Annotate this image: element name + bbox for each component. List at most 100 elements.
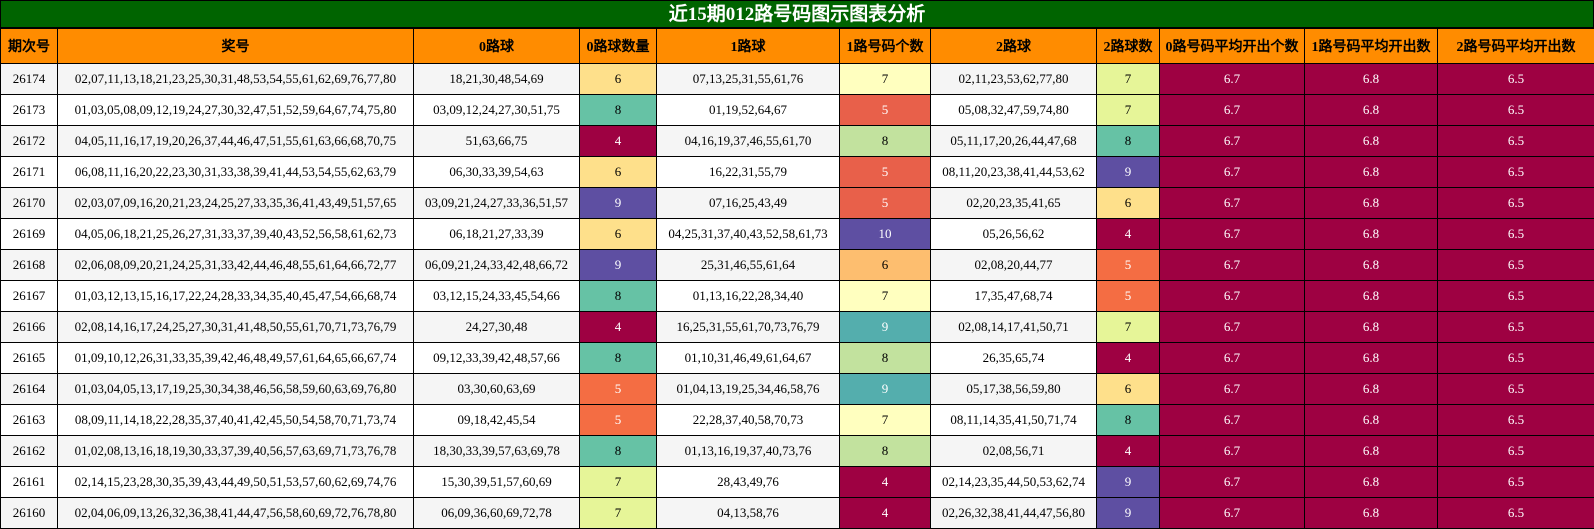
route2-count-cell: 7 [1096,311,1160,343]
route2-average-cell: 6.5 [1437,156,1594,188]
route0-count-cell: 8 [579,94,657,126]
route0-average-cell: 6.7 [1159,435,1305,467]
route2-count-cell: 4 [1096,435,1160,467]
route1-average-cell: 6.8 [1304,187,1438,219]
route0-balls-cell: 03,30,60,63,69 [413,373,580,405]
route2-average-cell: 6.5 [1437,373,1594,405]
numbers-cell: 02,07,11,13,18,21,23,25,30,31,48,53,54,5… [57,63,414,95]
route1-count-cell: 7 [839,404,931,436]
numbers-cell: 01,03,05,08,09,12,19,24,27,30,32,47,51,5… [57,94,414,126]
table-row: 26172 04,05,11,16,17,19,20,26,37,44,46,47… [0,125,1594,157]
route0-count-cell: 4 [579,311,657,343]
route1-count-cell: 4 [839,497,931,529]
route1-count-cell: 10 [839,218,931,250]
route0-count-cell: 5 [579,404,657,436]
numbers-cell: 02,14,15,23,28,30,35,39,43,44,49,50,51,5… [57,466,414,498]
route0-count-cell: 7 [579,497,657,529]
column-header: 0路球 [413,28,580,64]
table-row: 26167 01,03,12,13,15,16,17,22,24,28,33,34… [0,280,1594,312]
route0-average-cell: 6.7 [1159,280,1305,312]
route0-balls-cell: 18,21,30,48,54,69 [413,63,580,95]
numbers-cell: 06,08,11,16,20,22,23,30,31,33,38,39,41,4… [57,156,414,188]
route1-count-cell: 4 [839,466,931,498]
route1-balls-cell: 01,19,52,64,67 [656,94,840,126]
route1-average-cell: 6.8 [1304,373,1438,405]
page-title: 近15期012路号码图示图表分析 [0,0,1594,28]
column-header: 2路球数 [1096,28,1160,64]
numbers-cell: 01,03,04,05,13,17,19,25,30,34,38,46,56,5… [57,373,414,405]
route2-balls-cell: 02,08,20,44,77 [930,249,1097,281]
route2-average-cell: 6.5 [1437,466,1594,498]
issue-cell: 26165 [0,342,58,374]
route1-count-cell: 8 [839,435,931,467]
table-row: 26162 01,02,08,13,16,18,19,30,33,37,39,40… [0,435,1594,467]
route2-average-cell: 6.5 [1437,311,1594,343]
route0-balls-cell: 03,12,15,24,33,45,54,66 [413,280,580,312]
route1-balls-cell: 04,16,19,37,46,55,61,70 [656,125,840,157]
route1-count-cell: 5 [839,94,931,126]
route0-average-cell: 6.7 [1159,187,1305,219]
numbers-cell: 02,03,07,09,16,20,21,23,24,25,27,33,35,3… [57,187,414,219]
route2-count-cell: 4 [1096,342,1160,374]
route2-balls-cell: 02,11,23,53,62,77,80 [930,63,1097,95]
route2-count-cell: 9 [1096,466,1160,498]
numbers-cell: 02,04,06,09,13,26,32,36,38,41,44,47,56,5… [57,497,414,529]
route2-average-cell: 6.5 [1437,404,1594,436]
issue-cell: 26161 [0,466,58,498]
column-header: 2路号码平均开出数 [1437,28,1594,64]
route1-count-cell: 6 [839,249,931,281]
route1-balls-cell: 16,22,31,55,79 [656,156,840,188]
route1-count-cell: 9 [839,373,931,405]
route0-count-cell: 6 [579,218,657,250]
issue-cell: 26162 [0,435,58,467]
route1-average-cell: 6.8 [1304,435,1438,467]
issue-cell: 26171 [0,156,58,188]
route0-count-cell: 6 [579,156,657,188]
column-header: 0路号码平均开出个数 [1159,28,1305,64]
table-body: 26174 02,07,11,13,18,21,23,25,30,31,48,53… [0,63,1594,529]
route2-count-cell: 4 [1096,218,1160,250]
table-row: 26164 01,03,04,05,13,17,19,25,30,34,38,46… [0,373,1594,405]
column-header: 1路号码个数 [839,28,931,64]
route1-balls-cell: 07,13,25,31,55,61,76 [656,63,840,95]
column-header: 0路球数量 [579,28,657,64]
route0-average-cell: 6.7 [1159,404,1305,436]
route1-count-cell: 5 [839,187,931,219]
route0-balls-cell: 03,09,12,24,27,30,51,75 [413,94,580,126]
route2-count-cell: 9 [1096,156,1160,188]
route1-balls-cell: 01,04,13,19,25,34,46,58,76 [656,373,840,405]
route0-balls-cell: 06,18,21,27,33,39 [413,218,580,250]
issue-cell: 26166 [0,311,58,343]
header-row: 期次号 奖号 0路球 0路球数量 1路球 1路号码个数 2路球 2路球数 0路号码平均开出个数 1… [0,28,1594,64]
route0-average-cell: 6.7 [1159,342,1305,374]
route0-count-cell: 4 [579,125,657,157]
column-header: 1路号码平均开出数 [1304,28,1438,64]
route1-average-cell: 6.8 [1304,63,1438,95]
route2-average-cell: 6.5 [1437,342,1594,374]
route2-count-cell: 8 [1096,404,1160,436]
route0-count-cell: 8 [579,280,657,312]
table-row: 26166 02,08,14,16,17,24,25,27,30,31,41,48… [0,311,1594,343]
route2-average-cell: 6.5 [1437,435,1594,467]
route1-average-cell: 6.8 [1304,218,1438,250]
table-row: 26163 08,09,11,14,18,22,28,35,37,40,41,42… [0,404,1594,436]
route1-balls-cell: 01,13,16,19,37,40,73,76 [656,435,840,467]
route2-average-cell: 6.5 [1437,497,1594,529]
table-row: 26161 02,14,15,23,28,30,35,39,43,44,49,50… [0,466,1594,498]
issue-cell: 26160 [0,497,58,529]
route1-balls-cell: 25,31,46,55,61,64 [656,249,840,281]
route1-average-cell: 6.8 [1304,280,1438,312]
route0-balls-cell: 51,63,66,75 [413,125,580,157]
route2-balls-cell: 05,26,56,62 [930,218,1097,250]
table-row: 26174 02,07,11,13,18,21,23,25,30,31,48,53… [0,63,1594,95]
issue-cell: 26173 [0,94,58,126]
route1-count-cell: 8 [839,342,931,374]
route2-count-cell: 6 [1096,373,1160,405]
route2-balls-cell: 02,08,14,17,41,50,71 [930,311,1097,343]
numbers-cell: 01,03,12,13,15,16,17,22,24,28,33,34,35,4… [57,280,414,312]
issue-cell: 26167 [0,280,58,312]
route0-average-cell: 6.7 [1159,156,1305,188]
issue-cell: 26164 [0,373,58,405]
route2-count-cell: 9 [1096,497,1160,529]
route1-balls-cell: 22,28,37,40,58,70,73 [656,404,840,436]
